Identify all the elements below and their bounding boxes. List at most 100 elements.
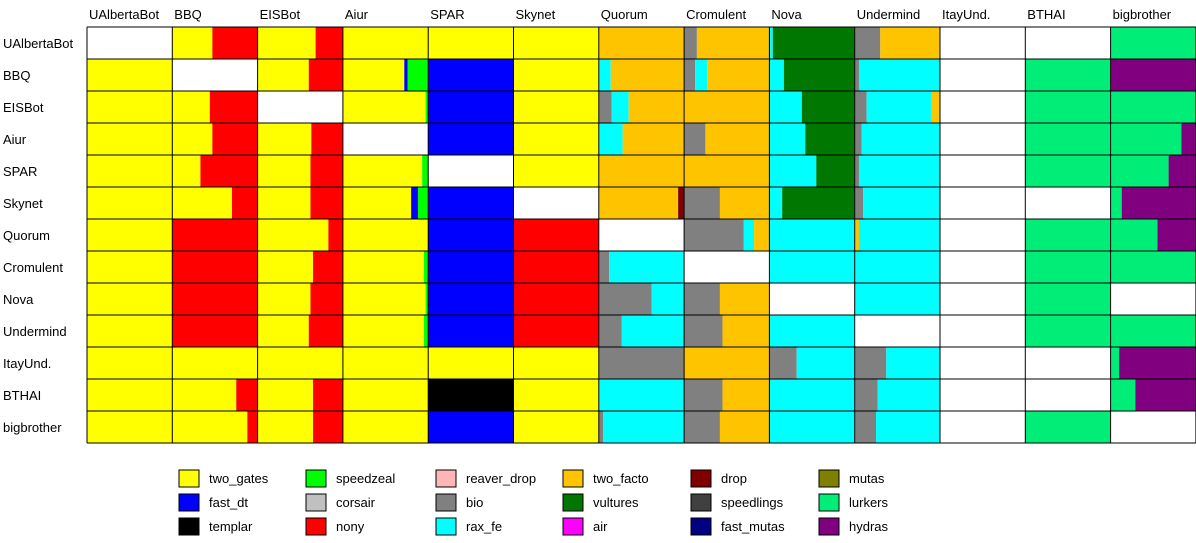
cell-segment-vultures	[805, 123, 855, 155]
cell-segment-fast_dt	[428, 59, 514, 91]
cell-segment-two_gates	[342, 59, 405, 91]
cell-segment-rax_fe	[769, 59, 784, 91]
cell-segment-two_facto	[722, 379, 770, 411]
cell-segment-lurkers	[1110, 315, 1196, 347]
cell-segment-two_facto	[880, 27, 940, 59]
cell-segment-nony	[172, 283, 258, 315]
cell-segment-two_facto	[628, 91, 685, 123]
cell-segment-nony	[313, 411, 343, 443]
cell-segment-rax_fe	[769, 123, 806, 155]
legend-label: reaver_drop	[466, 471, 536, 486]
cell-segment-two_gates	[257, 155, 311, 187]
cell-segment-bio	[598, 347, 685, 379]
row-label: bigbrother	[3, 420, 62, 435]
row-label: BBQ	[3, 68, 30, 83]
cell-segment-two_gates	[513, 379, 599, 411]
cell-segment-speedzeal	[425, 91, 429, 123]
cell-segment-two_gates	[513, 59, 599, 91]
cell-segment-two_facto	[598, 27, 685, 59]
cell-segment-bio	[684, 123, 706, 155]
cell-segment-two_gates	[342, 315, 424, 347]
legend-swatch-air	[562, 517, 584, 536]
legend-swatch-lurkers	[818, 493, 840, 512]
cell-segment-lurkers	[1110, 379, 1136, 411]
cell-segment-two_facto	[754, 219, 770, 251]
cell-segment-nony	[513, 251, 599, 283]
legend-label: vultures	[593, 495, 639, 510]
cell-segment-rax_fe	[854, 251, 940, 283]
cell-segment-speedzeal	[423, 315, 429, 347]
cell-segment-hydras	[1181, 123, 1196, 155]
legend-label: templar	[209, 519, 253, 534]
cell-segment-nony	[513, 315, 599, 347]
cell-segment-bio	[684, 59, 696, 91]
cell-segment-rax_fe	[858, 155, 940, 187]
row-label: Cromulent	[3, 260, 63, 275]
cell-segment-rax_fe	[769, 155, 817, 187]
column-label: ItayUnd.	[942, 7, 990, 22]
column-label: Nova	[771, 7, 802, 22]
cell-segment-fast_dt	[428, 411, 514, 443]
cell-segment-lurkers	[1025, 283, 1111, 315]
cell-segment-fast_dt	[428, 219, 514, 251]
cell-segment-two_gates	[342, 155, 423, 187]
row-label: SPAR	[3, 164, 37, 179]
row-label: UAlbertaBot	[3, 36, 73, 51]
cell-segment-rax_fe	[598, 123, 623, 155]
cell-segment-nony	[315, 27, 343, 59]
legend-swatch-fast_dt	[178, 493, 200, 512]
legend-label: fast_dt	[209, 495, 248, 510]
cell-segment-bio	[684, 219, 744, 251]
cell-segment-bio	[598, 91, 612, 123]
cell-segment-rax_fe	[863, 187, 940, 219]
heatmap-gridlines	[86, 26, 1196, 444]
cell-segment-nony	[236, 379, 258, 411]
cell-segment-two_facto	[719, 283, 770, 315]
column-label: BTHAI	[1027, 7, 1065, 22]
legend-swatch-templar	[178, 517, 200, 536]
cell-segment-bio	[854, 27, 881, 59]
row-label: Aiur	[3, 132, 27, 147]
legend-swatch-two_gates	[178, 469, 200, 488]
cell-segment-two_gates	[87, 347, 173, 379]
cell-segment-lurkers	[1025, 123, 1111, 155]
legend-label: speedzeal	[336, 471, 395, 486]
cell-segment-rax_fe	[603, 411, 685, 443]
cell-segment-two_gates	[257, 27, 316, 59]
cell-segment-two_facto	[696, 27, 770, 59]
cell-segment-hydras	[1157, 219, 1196, 251]
cell-segment-nony	[172, 315, 258, 347]
heatmap-cells	[87, 27, 1196, 443]
cell-segment-two_facto	[719, 187, 770, 219]
cell-segment-two_gates	[342, 347, 429, 379]
cell-segment-hydras	[1135, 379, 1196, 411]
cell-segment-speedzeal	[417, 187, 429, 219]
legend-swatch-hydras	[818, 517, 840, 536]
cell-segment-two_gates	[257, 315, 309, 347]
cell-segment-rax_fe	[695, 59, 708, 91]
legend-swatch-drop	[690, 469, 712, 488]
cell-segment-two_facto	[705, 123, 770, 155]
row-labels: UAlbertaBot BBQ EISBot Aiur SPAR Skynet Quorum…	[3, 36, 73, 435]
cell-segment-lurkers	[1110, 251, 1196, 283]
column-label: bigbrother	[1113, 7, 1172, 22]
cell-segment-two_gates	[342, 283, 426, 315]
cell-segment-two_gates	[428, 347, 514, 379]
cell-segment-nony	[313, 251, 343, 283]
cell-segment-speedzeal	[422, 155, 429, 187]
legend-label: speedlings	[721, 495, 784, 510]
legend-label: two_gates	[209, 471, 269, 486]
cell-segment-lurkers	[1110, 27, 1196, 59]
cell-segment-vultures	[783, 59, 855, 91]
cell-segment-two_gates	[513, 411, 599, 443]
cell-segment-hydras	[1119, 347, 1196, 379]
cell-segment-vultures	[816, 155, 855, 187]
cell-segment-vultures	[772, 27, 855, 59]
cell-segment-bio	[684, 379, 723, 411]
cell-segment-two_gates	[257, 379, 314, 411]
cell-segment-rax_fe	[769, 251, 855, 283]
cell-segment-two_gates	[172, 347, 258, 379]
cell-segment-two_gates	[257, 123, 312, 155]
cell-segment-bio	[598, 411, 604, 443]
cell-segment-fast_dt	[428, 187, 514, 219]
